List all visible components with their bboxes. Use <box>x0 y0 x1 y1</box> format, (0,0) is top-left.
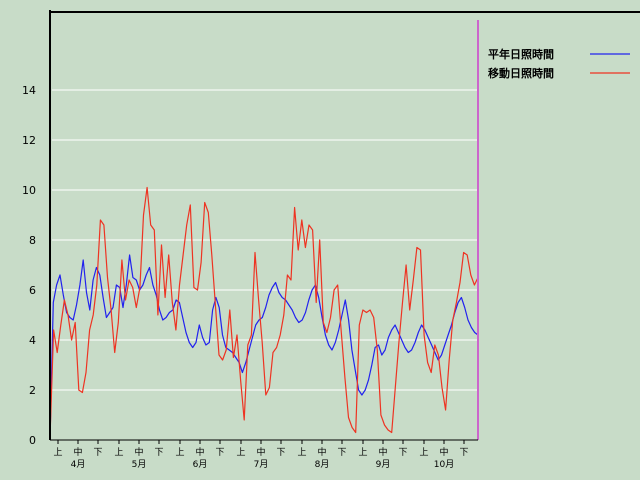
x-period-label: 上 <box>358 447 367 458</box>
x-period-label: 下 <box>93 448 102 458</box>
x-period-label: 中 <box>317 446 326 458</box>
x-period-label: 下 <box>154 448 163 458</box>
legend-label: 平年日照時間 <box>488 47 554 61</box>
x-period-label: 上 <box>114 447 123 458</box>
x-period-label: 下 <box>337 448 346 458</box>
y-tick-label: 10 <box>22 184 36 197</box>
x-period-label: 下 <box>276 448 285 458</box>
x-period-label: 下 <box>459 448 468 458</box>
x-period-label: 中 <box>256 446 265 458</box>
y-tick-label: 4 <box>29 334 36 347</box>
x-period-label: 上 <box>53 447 62 458</box>
y-tick-labels: 0 2 4 6 8 10 12 14 <box>22 84 36 447</box>
y-tick-label: 0 <box>29 434 36 447</box>
x-month-label: 5月 <box>132 459 147 470</box>
y-tick-label: 14 <box>22 84 36 97</box>
y-tick-label: 2 <box>29 384 36 397</box>
x-period-label: 上 <box>175 447 184 458</box>
x-month-label: 7月 <box>254 459 269 470</box>
series-line-0 <box>49 254 479 441</box>
y-tick-label: 6 <box>29 284 36 297</box>
x-month-label: 6月 <box>193 459 208 470</box>
x-month-label: 8月 <box>315 459 330 470</box>
x-period-label: 上 <box>236 447 245 458</box>
x-month-label: 4月 <box>71 459 86 470</box>
x-period-label: 中 <box>134 446 143 458</box>
x-period-label: 中 <box>378 446 387 458</box>
x-month-label: 10月 <box>434 459 454 470</box>
x-period-label: 中 <box>439 446 448 458</box>
axes <box>49 10 640 441</box>
x-tick-labels: 上中下4月上中下5月上中下6月上中下7月上中下8月上中下9月上中下10月 <box>53 440 469 470</box>
series-lines <box>49 186 479 441</box>
x-period-label: 上 <box>419 447 428 458</box>
series-line-1 <box>49 186 479 438</box>
x-month-label: 9月 <box>376 459 391 470</box>
legend-label: 移動日照時間 <box>488 66 554 80</box>
y-tick-label: 12 <box>22 134 36 147</box>
x-period-label: 下 <box>398 448 407 458</box>
y-tick-label: 8 <box>29 234 36 247</box>
gridlines <box>52 89 478 391</box>
x-period-label: 中 <box>73 446 82 458</box>
x-period-label: 中 <box>195 446 204 458</box>
x-period-label: 上 <box>297 447 306 458</box>
x-period-label: 下 <box>215 448 224 458</box>
